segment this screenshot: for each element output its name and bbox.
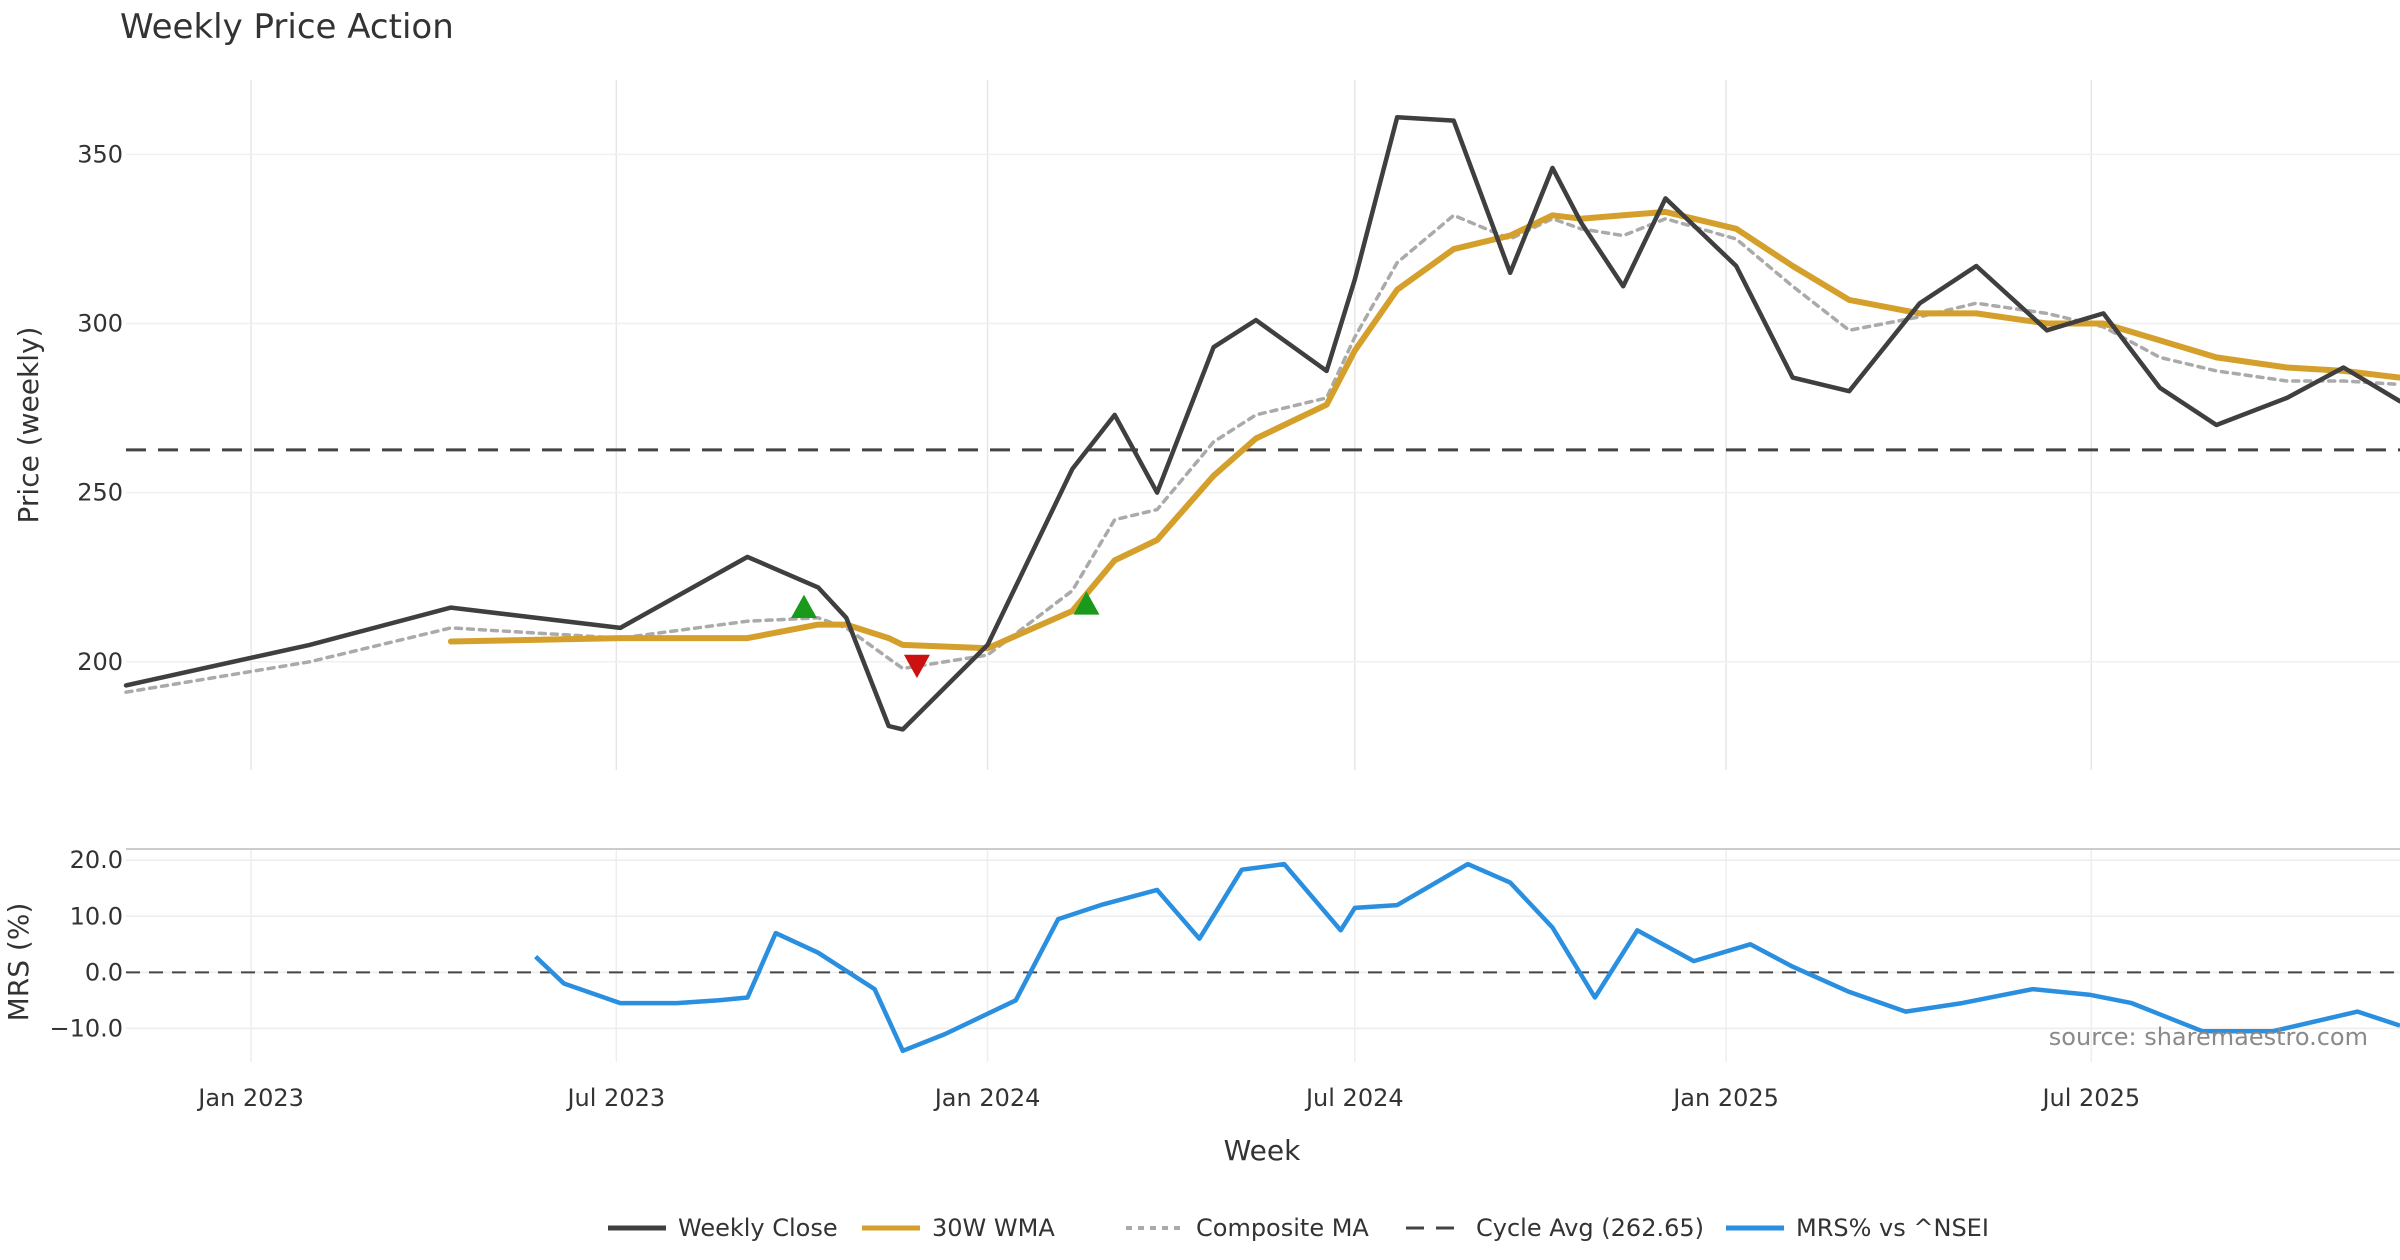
mrs-y-tick-label: 20.0 [70,846,123,874]
mrs-y-ticks: 20.0 10.0 0.0 −10.0 [49,846,123,1042]
buy-signal-marker [790,594,817,619]
mrs-y-tick-label: 0.0 [85,958,123,986]
legend-item: Weekly Close [608,1214,838,1242]
mrs-y-tick-label: 10.0 [70,902,123,930]
x-tick-label: Jul 2023 [565,1084,665,1112]
price-gridlines [126,80,2400,770]
legend-label: Composite MA [1196,1214,1369,1242]
price-series-lines [123,114,2400,732]
mrs-y-axis-label: MRS (%) [2,903,35,1022]
price-y-tick-label: 250 [77,479,123,507]
mrs-line [534,861,2400,1054]
legend-item: Composite MA [1126,1214,1369,1242]
x-tick-label: Jan 2023 [196,1084,304,1112]
x-tick-label: Jan 2024 [933,1084,1041,1112]
composite-ma-line [124,213,2400,694]
weekly-close-line [123,114,2400,732]
mrs-series-lines [534,861,2400,1054]
x-tick-label: Jul 2024 [1304,1084,1404,1112]
legend-label: MRS% vs ^NSEI [1796,1214,1989,1242]
buy-signal-marker [1073,591,1100,615]
x-tick-label: Jul 2025 [2040,1084,2140,1112]
legend-item: MRS% vs ^NSEI [1726,1214,1989,1242]
mrs-y-tick-label: −10.0 [49,1014,123,1042]
x-tick-label: Jan 2025 [1671,1084,1779,1112]
price-chart-title: Weekly Price Action [120,7,454,47]
price-y-tick-label: 350 [77,140,123,168]
legend-label: Cycle Avg (262.65) [1476,1214,1704,1242]
legend-item: 30W WMA [862,1214,1055,1242]
wma-30w-line [447,208,2400,652]
source-annotation: source: sharemaestro.com [2049,1023,2368,1051]
sell-signal-marker [903,654,930,679]
legend-label: 30W WMA [932,1214,1055,1242]
legend-item: Cycle Avg (262.65) [1406,1214,1704,1242]
price-y-ticks: 200 250 300 350 [77,140,123,675]
x-axis-label: Week [1224,1134,1301,1167]
price-y-axis-label: Price (weekly) [12,327,45,524]
price-y-tick-label: 200 [77,648,123,676]
x-tick-labels: Jan 2023 Jul 2023 Jan 2024 Jul 2024 Jan 2025… [196,1084,2140,1112]
price-y-tick-label: 300 [77,310,123,338]
legend: Weekly Close 30W WMA Composite MA Cycle Avg… [608,1214,1989,1242]
signal-markers [790,591,1100,679]
legend-label: Weekly Close [678,1214,838,1242]
